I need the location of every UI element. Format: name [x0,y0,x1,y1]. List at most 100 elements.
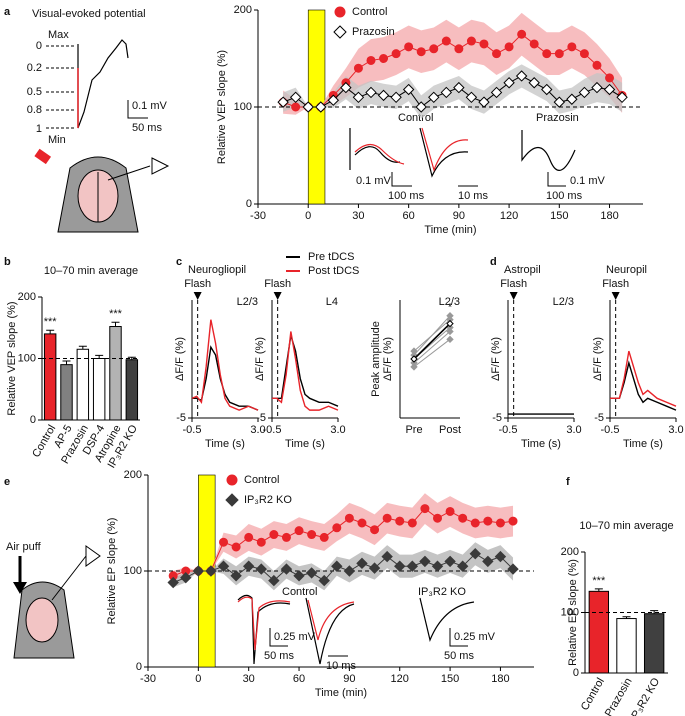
marker [466,36,476,46]
inset-traces [349,127,576,187]
x-tick-label: Post [439,424,461,436]
schematic-title: Visual-evoked potential [32,8,146,20]
marker [567,42,577,52]
y-axis-label: ΔF/F (%) [592,337,604,381]
marker [357,518,367,528]
flash-arrow [611,292,620,300]
marker [230,570,242,582]
y-axis-label: ΔF/F (%) [174,337,186,381]
schematic-level: 1 [36,123,42,135]
marker [242,560,255,572]
x-tick-label: 60 [293,673,305,685]
marker [453,81,465,94]
marker [217,560,230,572]
marker [377,89,390,102]
marker [319,532,329,542]
y-axis-label: Relative EP slope (%) [567,559,579,666]
marker [327,94,340,106]
y-tick-label: -5 [492,412,502,424]
panel-letter: a [4,6,11,18]
series-line [272,331,339,411]
inset-label: IP₃R2 KO [418,586,466,598]
marker [517,29,527,39]
bar [125,359,139,421]
paired-line [413,323,451,360]
bar [76,348,90,421]
marker [291,102,301,112]
y-tick-label: 100 [561,606,579,618]
marker [507,563,519,575]
marker [379,54,389,63]
error-bar [46,329,55,334]
schematic-trace [46,39,148,129]
x-tick-label: 180 [491,673,509,685]
marker [541,83,553,96]
marker [429,44,439,54]
marker [591,81,603,94]
marker [331,560,343,572]
bar [588,590,610,674]
series-line [192,345,259,411]
marker [579,49,589,59]
x-tick-label: 0 [195,673,201,685]
y-tick-label: 100 [124,565,142,577]
bar [643,613,665,674]
x-axis-label: Time (s) [285,438,325,450]
marker [382,513,392,523]
flash-arrow [193,292,202,300]
legend-label: IP₃R2 KO [244,494,292,506]
marker [180,572,192,584]
marker [366,55,376,65]
marker [508,516,518,526]
y-axis-label: Relative VEP slope (%) [216,50,228,164]
x-tick-label: Prazosin [603,676,635,716]
scale-label: 0.1 mV [570,175,606,187]
legend-marker [225,493,239,507]
marker [289,91,302,104]
legend-marker [333,25,347,39]
scale-label: 50 ms [264,650,294,662]
flash-label: Flash [602,278,629,290]
error-bar [62,360,71,365]
marker [368,562,381,574]
inset-label: Control [282,586,317,598]
marker [344,513,354,523]
chart-title: Neuropil [606,264,647,276]
x-tick-label: -0.5 [263,424,282,436]
scale-label: 0.25 mV [274,631,316,643]
paired-line [413,331,451,364]
x-axis-label: Time (s) [521,438,561,450]
marker [410,359,418,367]
marker [410,355,418,363]
marker [277,96,289,108]
chart-title: Neurogliopil [188,264,246,276]
chart-title: 10–70 min average [44,265,138,277]
marker [444,555,456,568]
bar [43,333,57,421]
marker [446,335,454,344]
x-tick-label: -0.5 [601,424,620,436]
schematic-label: Air puff [6,541,42,553]
scale-label: 10 ms [458,190,488,202]
marker [504,42,514,52]
panel-letter: d [490,256,497,268]
schematic-label: Min [48,134,66,146]
y-tick-label: 100 [234,101,252,113]
layer-label: L2/3 [237,296,258,308]
series-line [172,507,514,577]
marker [370,525,380,535]
significance: *** [109,308,123,320]
marker [528,77,540,89]
x-tick-label: 150 [441,673,459,685]
series-line [172,553,514,583]
marker [356,557,368,570]
marker [566,93,578,105]
y-tick-label: 0 [30,414,36,426]
y-axis-label: Relative VEP slope (%) [6,301,18,415]
marker [256,537,266,547]
scale-label: 10 ms [326,660,356,672]
y-tick-label: 100 [18,352,36,364]
y-axis-label: ΔF/F (%) [254,337,266,381]
marker [446,319,454,328]
error-band [283,12,623,115]
